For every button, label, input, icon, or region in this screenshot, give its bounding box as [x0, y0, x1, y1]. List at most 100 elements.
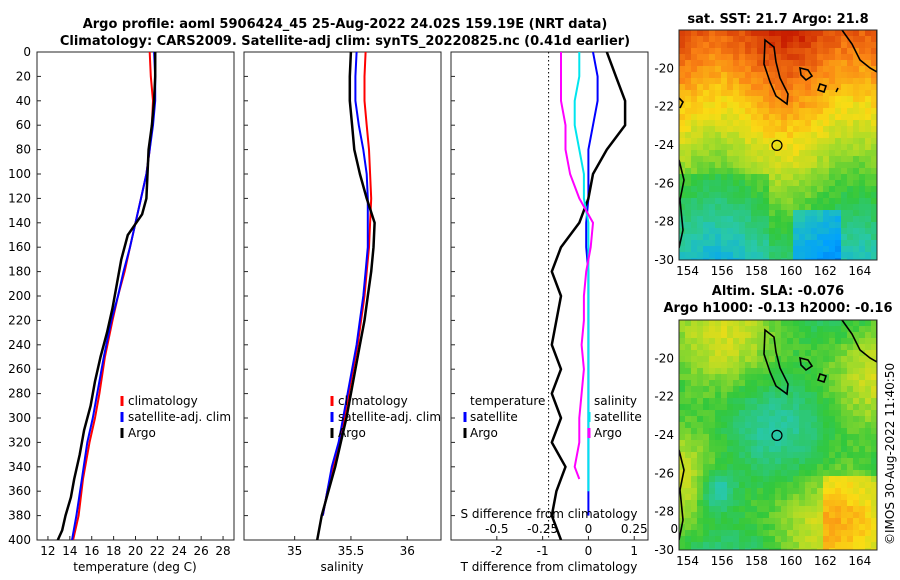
map-cell	[781, 494, 788, 501]
map-cell	[745, 512, 752, 519]
map-cell	[811, 512, 818, 519]
map-cell	[775, 90, 782, 97]
map-cell	[739, 530, 746, 537]
map-cell	[751, 90, 758, 97]
map-cell	[865, 512, 872, 519]
map-cell	[697, 350, 704, 357]
map-cell	[733, 494, 740, 501]
map-cell	[787, 138, 794, 145]
map-cell	[763, 222, 770, 229]
map-cell	[793, 428, 800, 435]
map-cell	[781, 362, 788, 369]
map-cell	[799, 96, 806, 103]
map-cell	[769, 518, 776, 525]
map-cell	[763, 338, 770, 345]
map-cell	[691, 90, 698, 97]
map-cell	[835, 488, 842, 495]
map-cell	[829, 228, 836, 235]
map-cell	[835, 210, 842, 217]
map-cell	[691, 246, 698, 253]
map-cell	[811, 174, 818, 181]
map-cell	[697, 440, 704, 447]
map-cell	[739, 192, 746, 199]
map-cell	[799, 542, 806, 549]
map-cell	[745, 446, 752, 453]
map-cell	[817, 500, 824, 507]
map-cell	[793, 548, 800, 550]
map-cell	[757, 356, 764, 363]
map-cell	[847, 204, 854, 211]
map-cell	[823, 180, 830, 187]
map-cell	[727, 66, 734, 73]
map-cell	[703, 66, 710, 73]
map-cell	[757, 30, 764, 37]
map-cell	[733, 198, 740, 205]
map-cell	[859, 36, 866, 43]
map-cell	[727, 228, 734, 235]
map-cell	[709, 368, 716, 375]
map-cell	[787, 210, 794, 217]
map-cell	[787, 180, 794, 187]
map-cell	[811, 320, 818, 327]
map-cell	[781, 144, 788, 151]
map-cell	[685, 222, 692, 229]
map-cell	[715, 174, 722, 181]
map-cell	[817, 36, 824, 43]
map-cell	[685, 368, 692, 375]
map-cell	[781, 252, 788, 259]
map-cell	[685, 512, 692, 519]
map-cell	[721, 114, 728, 121]
map-cell	[829, 362, 836, 369]
map-cell	[841, 258, 848, 260]
map-cell	[745, 126, 752, 133]
map-cell	[817, 228, 824, 235]
map-cell	[805, 416, 812, 423]
map-cell	[703, 434, 710, 441]
map-cell	[679, 386, 686, 393]
map-cell	[859, 536, 866, 543]
map-cell	[817, 434, 824, 441]
map-cell	[751, 174, 758, 181]
map-cell	[769, 96, 776, 103]
map-cell	[871, 90, 877, 97]
map-cell	[685, 30, 692, 37]
map-cell	[793, 198, 800, 205]
map-cell	[847, 186, 854, 193]
map-cell	[697, 78, 704, 85]
map-cell	[853, 246, 860, 253]
map-cell	[865, 488, 872, 495]
map-cell	[787, 320, 794, 327]
map-cell	[775, 42, 782, 49]
map-cell	[865, 362, 872, 369]
map-cell	[841, 150, 848, 157]
map-cell	[709, 192, 716, 199]
map-cell	[697, 392, 704, 399]
map-cell	[847, 234, 854, 241]
map-cell	[715, 162, 722, 169]
map-cell	[691, 470, 698, 477]
map-cell	[715, 126, 722, 133]
map-cell	[805, 228, 812, 235]
map-cell	[763, 350, 770, 357]
coastline-east	[841, 30, 877, 73]
map-cell	[859, 228, 866, 235]
map-cell	[853, 386, 860, 393]
map-cell	[721, 536, 728, 543]
map-cell	[793, 320, 800, 327]
map-cell	[775, 524, 782, 531]
map-cell	[781, 138, 788, 145]
map-cell	[847, 470, 854, 477]
map-cell	[733, 138, 740, 145]
map-cell	[685, 114, 692, 121]
map-cell	[727, 36, 734, 43]
map-cell	[757, 216, 764, 223]
map-cell	[685, 180, 692, 187]
map-cell	[727, 144, 734, 151]
map-cell	[811, 150, 818, 157]
map-cell	[859, 356, 866, 363]
map-cell	[721, 398, 728, 405]
map-cell	[715, 380, 722, 387]
map-cell	[823, 234, 830, 241]
map-cell	[715, 132, 722, 139]
t-difference-axis-label: T difference from climatology	[460, 560, 638, 574]
